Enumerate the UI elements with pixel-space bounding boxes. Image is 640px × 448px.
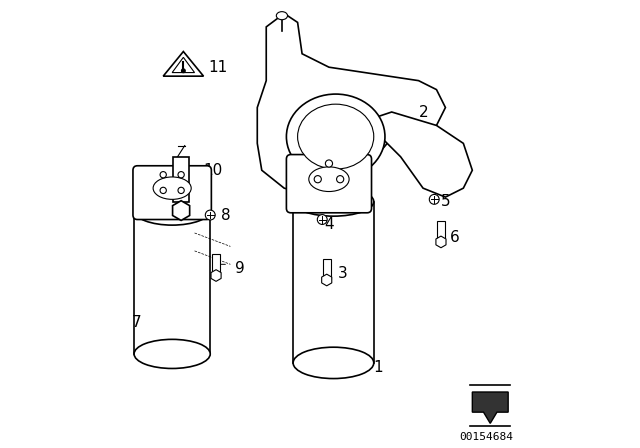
Text: 00154684: 00154684 [459, 432, 513, 442]
Ellipse shape [153, 177, 191, 199]
Text: 10: 10 [204, 163, 223, 178]
Text: 2: 2 [419, 104, 428, 120]
Polygon shape [365, 112, 472, 197]
Circle shape [178, 187, 184, 194]
Text: 6: 6 [450, 230, 460, 245]
Ellipse shape [298, 104, 374, 169]
Circle shape [178, 172, 184, 178]
Circle shape [337, 176, 344, 183]
Circle shape [182, 69, 185, 73]
FancyBboxPatch shape [287, 155, 371, 213]
Text: 1: 1 [374, 360, 383, 375]
Polygon shape [436, 236, 446, 248]
Text: 5: 5 [441, 194, 451, 209]
Circle shape [160, 187, 166, 194]
Text: 8: 8 [221, 207, 231, 223]
Bar [134, 211, 210, 354]
Polygon shape [472, 392, 508, 423]
Text: 3: 3 [338, 266, 348, 281]
Ellipse shape [287, 94, 385, 179]
Ellipse shape [293, 187, 374, 216]
Bar [212, 254, 220, 274]
Circle shape [317, 215, 327, 224]
Polygon shape [172, 57, 195, 73]
Ellipse shape [309, 167, 349, 192]
Ellipse shape [293, 347, 374, 379]
Text: 9: 9 [235, 261, 244, 276]
Text: 7: 7 [132, 315, 141, 330]
Ellipse shape [276, 12, 287, 20]
Circle shape [314, 176, 321, 183]
Bar [293, 202, 374, 363]
Circle shape [429, 194, 439, 204]
Circle shape [205, 210, 215, 220]
FancyBboxPatch shape [133, 166, 211, 220]
Polygon shape [211, 270, 221, 281]
Ellipse shape [134, 340, 211, 368]
Circle shape [325, 160, 333, 167]
Ellipse shape [134, 196, 211, 225]
Polygon shape [173, 201, 189, 220]
Polygon shape [322, 274, 332, 286]
Text: 11: 11 [208, 60, 227, 75]
Circle shape [160, 172, 166, 178]
Bar [173, 157, 189, 202]
Text: 4: 4 [324, 216, 334, 232]
Polygon shape [257, 13, 445, 197]
Bar [323, 259, 331, 279]
Bar [437, 221, 445, 241]
Polygon shape [163, 52, 204, 76]
